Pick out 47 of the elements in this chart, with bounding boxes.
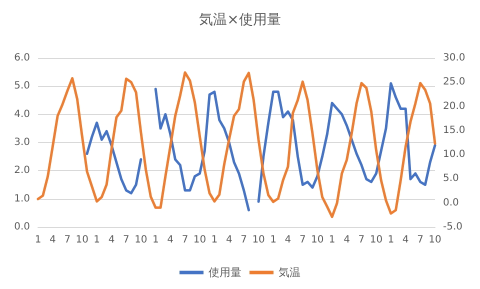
x-tick-label: 1 [34, 234, 42, 246]
y-tick-label: 6.0 [14, 52, 30, 64]
x-tick-label: 1 [211, 234, 218, 246]
y2-tick-label: 5.0 [443, 173, 459, 184]
y-tick-label: 2.0 [14, 165, 30, 176]
x-tick-label: 1 [152, 234, 159, 246]
x-tick-label: 10 [311, 234, 324, 246]
x-tick-label: 4 [167, 234, 174, 246]
x-tick-label: 4 [402, 234, 409, 246]
y2-tick-label: 10.0 [443, 149, 466, 160]
x-tick-label: 7 [182, 234, 188, 246]
line-series [36, 71, 436, 218]
chart-title: 気温×使用量 [199, 12, 281, 28]
x-tick-label: 4 [284, 234, 292, 246]
y-tick-label: 4.0 [14, 108, 30, 120]
x-tick-label: 10 [134, 234, 148, 246]
x-tick-label: 1 [328, 234, 336, 246]
x-tick-label: 1 [388, 234, 394, 246]
x-tick-label: 10 [252, 234, 265, 246]
x-tick-label: 4 [50, 234, 56, 246]
y2-tick-label: 15.0 [443, 124, 466, 136]
x-tick-label: 1 [94, 234, 100, 246]
x-tick-label: 7 [299, 234, 306, 246]
y2-tick-label: 25.0 [443, 76, 466, 88]
x-tick-label: 10 [370, 234, 383, 246]
x-tick-label: 1 [270, 234, 276, 246]
x-tick-label: 4 [226, 234, 232, 246]
y2-tick-label: -5.0 [443, 222, 463, 232]
x-tick-label: 4 [344, 234, 350, 246]
y-tick-label: 3.0 [14, 137, 30, 148]
y-tick-label: 1.0 [14, 193, 30, 204]
legend-label: 気温 [278, 266, 300, 279]
x-tick-label: 7 [123, 234, 130, 246]
y2-tick-label: 0.0 [443, 197, 459, 208]
y2-tick-label: 30.0 [443, 52, 466, 64]
x-tick-label: 7 [417, 234, 424, 246]
x-tick-label: 7 [358, 234, 365, 246]
y2-tick-label: 20.0 [443, 100, 466, 112]
x-tick-label: 10 [76, 234, 88, 246]
y-tick-label: 0.0 [14, 222, 30, 232]
x-tick-label: 4 [108, 234, 115, 246]
x-tick-label: 7 [64, 234, 71, 246]
x-tick-label: 7 [240, 234, 248, 246]
x-tick-label: 10 [193, 234, 206, 246]
x-tick-label: 10 [428, 234, 442, 246]
y-tick-label: 5.0 [14, 80, 30, 92]
legend-label: 使用量 [208, 266, 242, 279]
